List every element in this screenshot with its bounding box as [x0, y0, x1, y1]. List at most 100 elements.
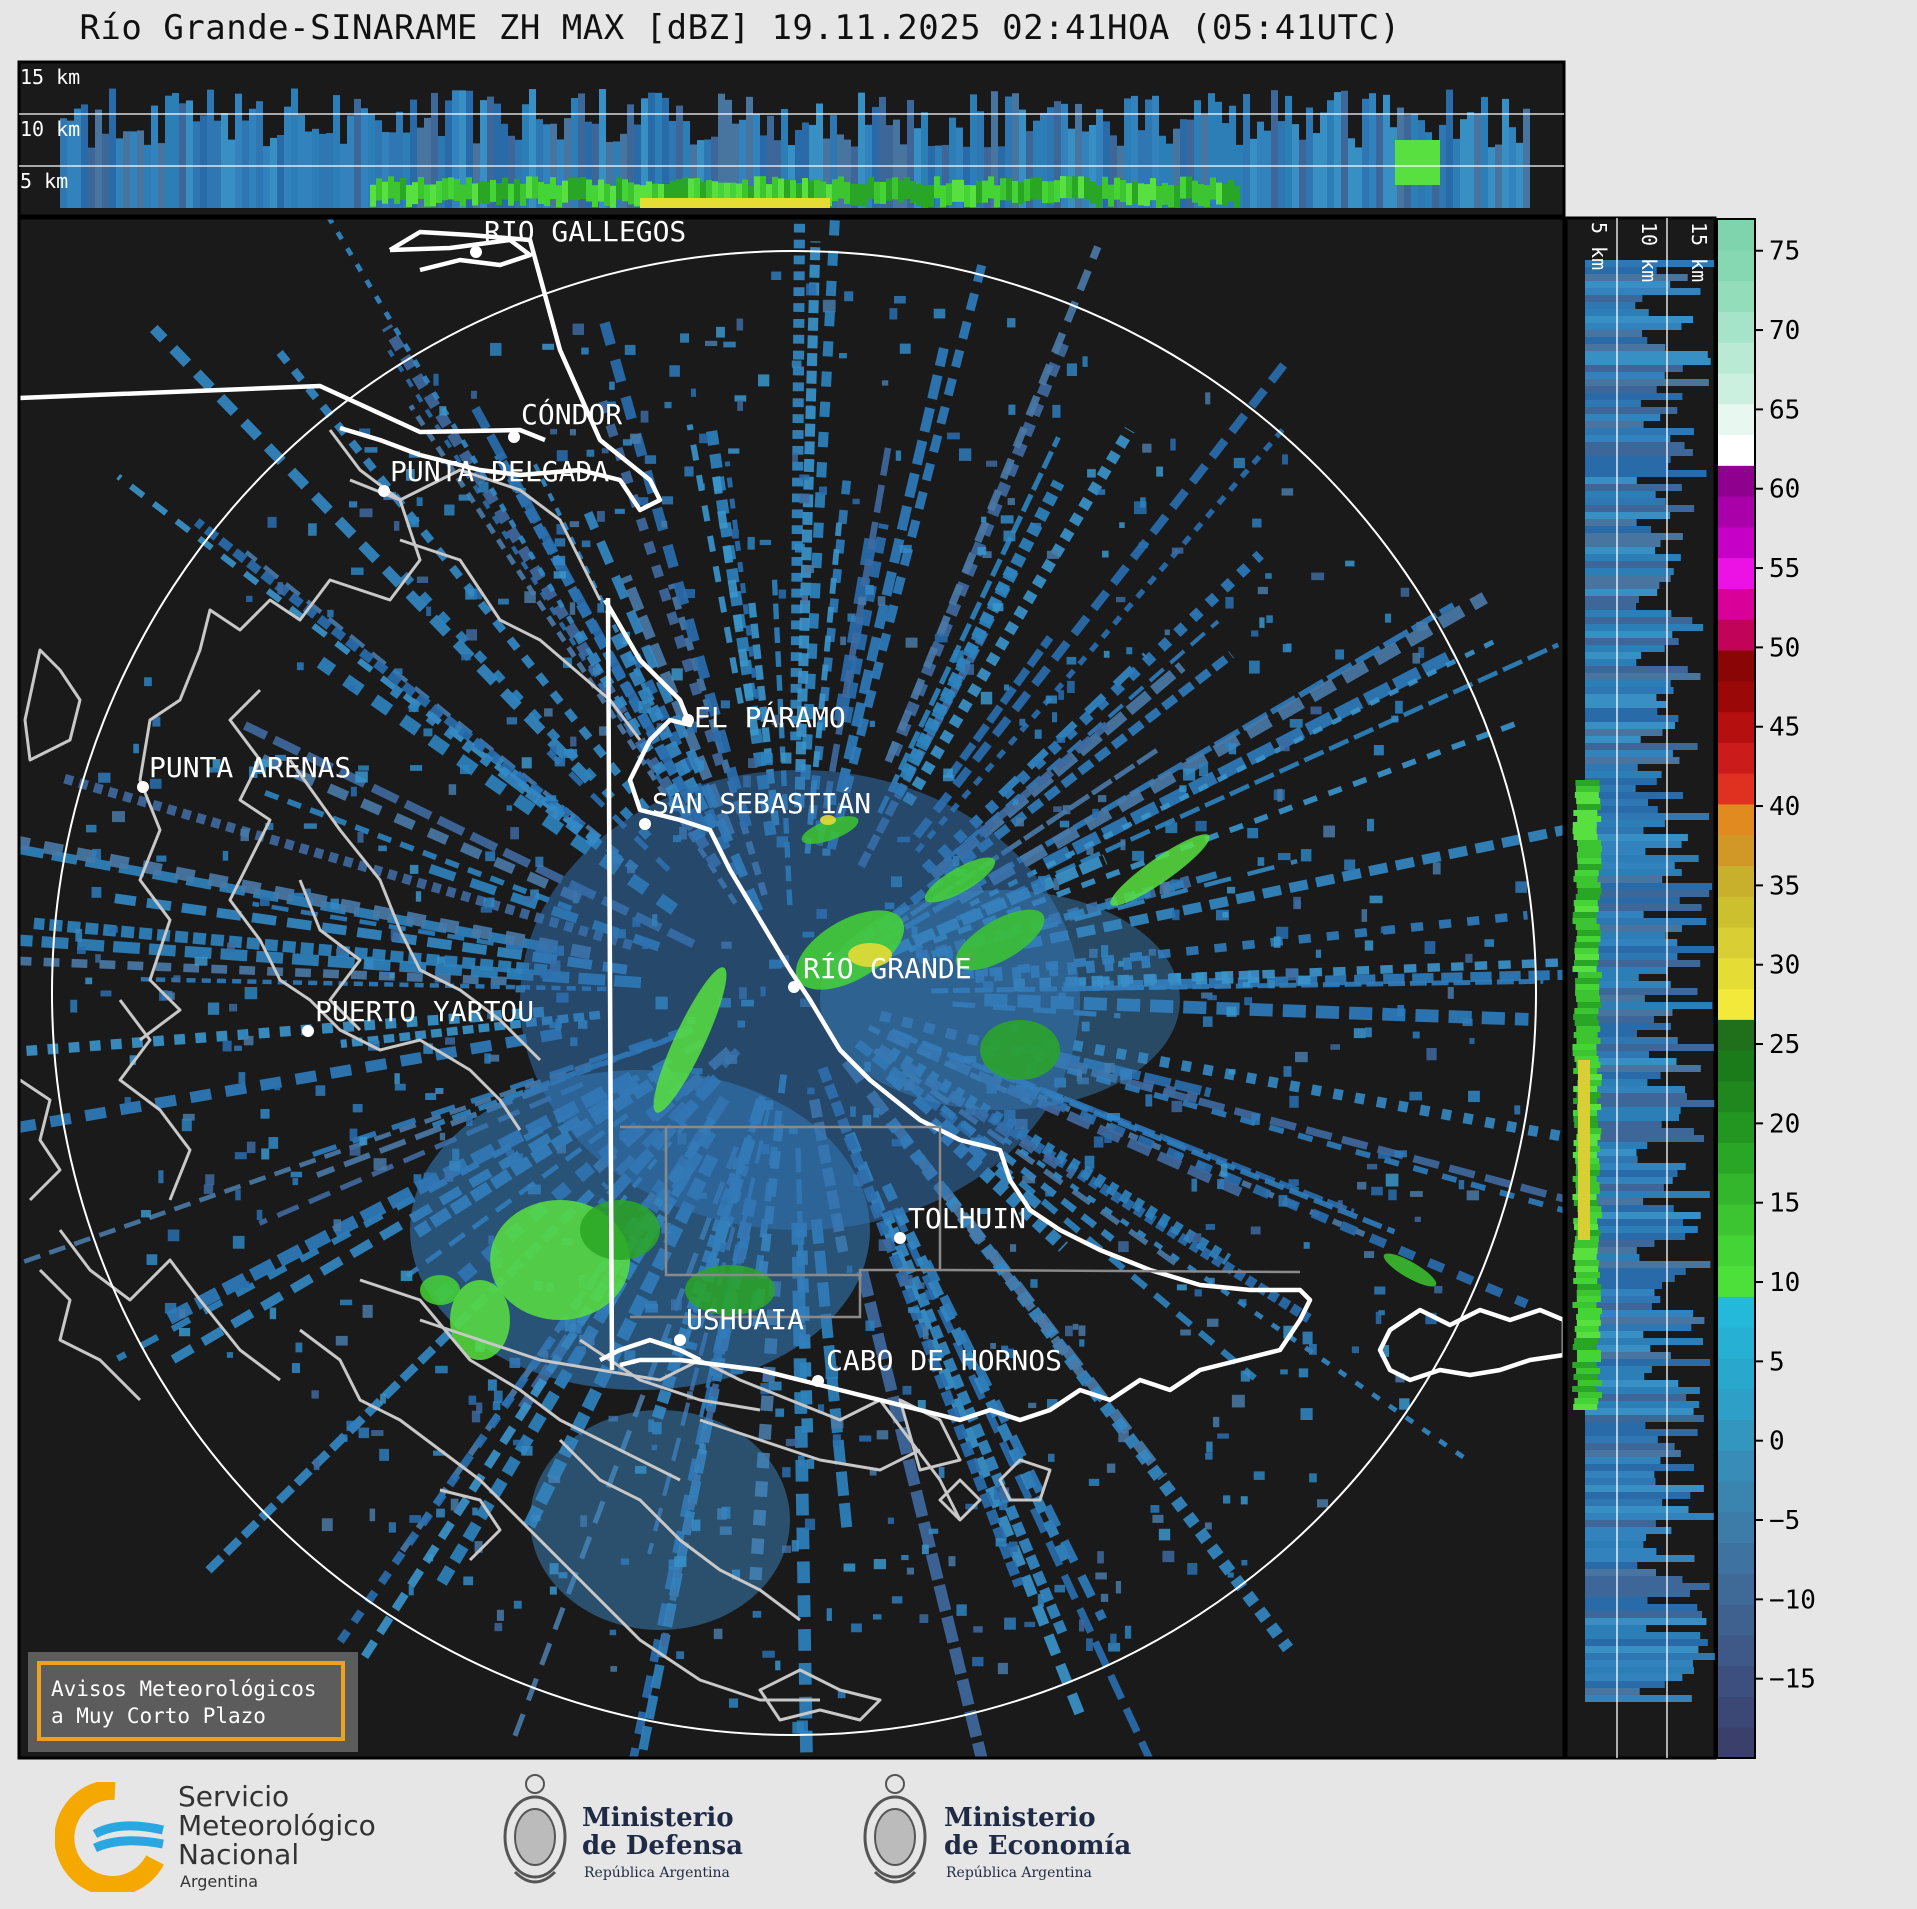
- colorbar-segment: [1717, 219, 1755, 251]
- colorbar-segment: [1717, 619, 1755, 651]
- economia-emblem-icon: [863, 1774, 927, 1884]
- colorbar-segment: [1717, 403, 1755, 436]
- colorbar-segment: [1717, 957, 1755, 990]
- colorbar-segment: [1717, 896, 1755, 928]
- defensa-line-1: Ministerio: [582, 1803, 734, 1833]
- colorbar-segment: [1717, 1142, 1755, 1174]
- warning-box[interactable]: Avisos Meteorológicos a Muy Corto Plazo: [28, 1652, 358, 1752]
- colorbar-segment: [1717, 1265, 1755, 1297]
- colorbar-tick-label: 35: [1769, 871, 1800, 901]
- city-dot-punta-arenas: [137, 781, 149, 793]
- warning-line-1: Avisos Meteorológicos: [51, 1677, 317, 1701]
- city-label-el-paramo: EL PÁRAMO: [694, 700, 846, 734]
- colorbar-tick-label: −15: [1769, 1665, 1816, 1695]
- colorbar-segment: [1717, 1480, 1755, 1513]
- defensa-line-2: de Defensa: [582, 1831, 743, 1861]
- warning-line-2: a Muy Corto Plazo: [51, 1704, 266, 1728]
- colorbar-segment: [1717, 680, 1755, 713]
- economia-line-2: de Economía: [944, 1831, 1132, 1861]
- colorbar-tick-label: 30: [1769, 951, 1800, 981]
- colorbar-segment: [1717, 465, 1755, 497]
- colorbar-tick-label: 20: [1769, 1109, 1800, 1139]
- colorbar-segment: [1717, 1727, 1755, 1759]
- colorbar-segment: [1717, 711, 1755, 743]
- city-label-puerto-yartou: PUERTO YARTOU: [315, 995, 534, 1028]
- colorbar-segment: [1717, 773, 1755, 805]
- side-height-panel: 5 km 10 km 15 km: [1564, 216, 1717, 1760]
- colorbar-tick-label: 0: [1769, 1427, 1785, 1457]
- colorbar-segment: [1717, 926, 1755, 959]
- smn-line-3: Nacional: [178, 1838, 300, 1871]
- colorbar-segment: [1717, 1173, 1755, 1205]
- colorbar-tick-label: 75: [1769, 237, 1800, 267]
- radar-map: RÍO GALLEGOS CÓNDOR PUNTA DELGADA EL PÁRAMO…: [17, 214, 1566, 1760]
- colorbar-segment: [1717, 311, 1755, 343]
- side-height-label-5km: 5 km: [1587, 222, 1611, 270]
- radar-figure: 15 km 10 km 5 km: [17, 60, 1816, 1760]
- colorbar-segment: [1717, 342, 1755, 374]
- colorbar-segment: [1717, 1665, 1755, 1698]
- colorbar-segment: [1717, 434, 1755, 466]
- colorbar-segment: [1717, 742, 1755, 774]
- colorbar-segment: [1717, 649, 1755, 682]
- city-dot-condor: [508, 431, 520, 443]
- colorbar-tick-label: 70: [1769, 316, 1800, 346]
- colorbar-tick-label: −10: [1769, 1585, 1816, 1615]
- colorbar-segment: [1717, 1419, 1755, 1451]
- colorbar-segment: [1717, 1357, 1755, 1390]
- city-markers: RÍO GALLEGOS CÓNDOR PUNTA DELGADA EL PÁRAMO…: [137, 214, 1062, 1387]
- colorbar-segment: [1717, 1203, 1755, 1236]
- chart-title: Río Grande-SINARAME ZH MAX [dBZ] 19.11.2…: [79, 8, 1401, 48]
- economia-sub: República Argentina: [946, 1865, 1092, 1881]
- colorbar-segment: [1717, 1050, 1755, 1082]
- range-ring: [51, 250, 1537, 1736]
- coastlines: [19, 429, 1052, 1722]
- city-dot-tolhuin: [894, 1232, 906, 1244]
- smn-line-2: Meteorológico: [178, 1809, 376, 1842]
- colorbar-tick-label: 55: [1769, 554, 1800, 584]
- colorbar-segment: [1717, 526, 1755, 559]
- colorbar-segment: [1717, 1111, 1755, 1143]
- colorbar-segment: [1717, 1450, 1755, 1482]
- colorbar-tick-label: 45: [1769, 713, 1800, 743]
- colorbar-segment: [1717, 1696, 1755, 1728]
- top-height-label-15km: 15 km: [20, 65, 80, 89]
- smn-logo-icon: [55, 1782, 165, 1892]
- colorbar-tick-label: −5: [1769, 1506, 1800, 1536]
- colorbar-segment: [1717, 1573, 1755, 1605]
- city-label-tolhuin: TOLHUIN: [908, 1202, 1026, 1235]
- departmental-boundary: [620, 1125, 1301, 1319]
- top-panel-echo: [60, 88, 1530, 208]
- city-dot-rio-grande: [788, 981, 800, 993]
- city-dot-rio-gallegos: [470, 246, 482, 258]
- colorbar-segment: [1717, 834, 1755, 866]
- colorbar-tick-label: 10: [1769, 1268, 1800, 1298]
- city-label-punta-arenas: PUNTA ARENAS: [149, 751, 351, 784]
- colorbar-segment: [1717, 1234, 1755, 1267]
- colorbar-segment: [1717, 557, 1755, 589]
- city-label-ushuaia: USHUAIA: [686, 1303, 804, 1336]
- side-panel-echo: [1572, 260, 1715, 1702]
- colorbar-segment: [1717, 249, 1755, 282]
- city-label-rio-grande: RÍO GRANDE: [803, 951, 972, 985]
- footer: Servicio Meteorológico Nacional Argentin…: [0, 1762, 1917, 1909]
- side-height-label-10km: 10 km: [1637, 222, 1661, 282]
- colorbar-tick-label: 60: [1769, 475, 1800, 505]
- colorbar-segment: [1717, 1634, 1755, 1667]
- defensa-emblem-icon: [503, 1774, 567, 1884]
- top-height-panel: 15 km 10 km 5 km: [17, 60, 1566, 218]
- borders: [19, 229, 1564, 1423]
- side-height-label-15km: 15 km: [1687, 222, 1711, 282]
- colorbar-segment: [1717, 588, 1755, 620]
- colorbar-segment: [1717, 865, 1755, 897]
- city-dot-el-paramo: [682, 714, 694, 726]
- reflectivity-echo: [19, 218, 1564, 1758]
- city-label-rio-gallegos: RÍO GALLEGOS: [484, 214, 686, 248]
- colorbar-segment: [1717, 1388, 1755, 1421]
- city-label-san-sebastian: SAN SEBASTIÁN: [652, 786, 871, 820]
- city-dot-cabo-de-hornos: [812, 1375, 824, 1387]
- city-label-punta-delgada: PUNTA DELGADA: [390, 455, 609, 488]
- colorbar-segment: [1717, 1542, 1755, 1574]
- defensa-sub: República Argentina: [584, 1865, 730, 1881]
